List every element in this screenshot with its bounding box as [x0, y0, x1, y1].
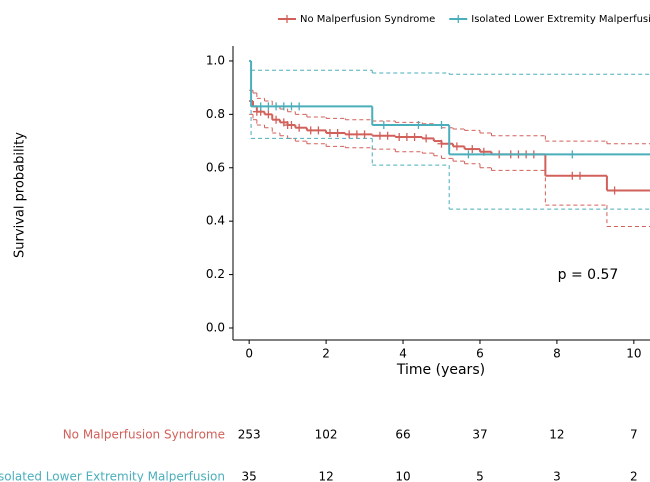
x-tick-label: 4: [399, 347, 407, 361]
censor-mark: [314, 126, 323, 135]
risk-count: 12: [549, 428, 564, 442]
y-tick-label: 0.8: [206, 107, 225, 121]
censor-mark: [333, 129, 342, 138]
censor-mark: [287, 102, 296, 111]
x-tick-label: 10: [626, 347, 641, 361]
censor-mark: [402, 133, 411, 142]
censor-mark: [272, 115, 281, 124]
legend-label: No Malperfusion Syndrome: [300, 14, 435, 25]
censor-mark: [360, 130, 369, 139]
censor-mark: [568, 171, 577, 180]
risk-count: 35: [242, 470, 257, 482]
x-tick-label: 6: [476, 347, 484, 361]
censor-mark: [264, 110, 273, 119]
risk-count: 3: [553, 470, 561, 482]
p-value: p = 0.57: [558, 267, 619, 283]
x-tick-label: 8: [553, 347, 561, 361]
risk-count: 2: [630, 470, 638, 482]
legend-label: Isolated Lower Extremity Malperfusion: [471, 14, 650, 25]
x-tick-label: 0: [245, 347, 253, 361]
censor-mark: [468, 145, 477, 154]
censor-mark: [422, 134, 431, 143]
censor-mark: [325, 129, 334, 138]
censor-mark: [568, 150, 577, 159]
censor-mark: [345, 130, 354, 139]
risk-row-label: No Malperfusion Syndrome: [63, 428, 225, 442]
censor-mark: [383, 131, 392, 140]
censor-mark: [437, 139, 446, 148]
censor-mark: [575, 171, 584, 180]
risk-count: 12: [318, 470, 333, 482]
y-tick-label: 0.6: [206, 160, 225, 174]
risk-count: 10: [395, 470, 410, 482]
legend-swatch-marker: [283, 15, 291, 23]
y-tick-label: 0.2: [206, 267, 225, 281]
censor-mark: [287, 121, 296, 130]
censor-mark: [256, 102, 265, 111]
risk-count: 66: [395, 428, 410, 442]
censor-mark: [464, 150, 473, 159]
risk-count: 7: [630, 428, 638, 442]
censor-mark: [279, 102, 288, 111]
censor-mark: [295, 123, 304, 132]
risk-row-label: Isolated Lower Extremity Malperfusion: [0, 470, 225, 482]
y-axis-label: Survival probability: [13, 132, 28, 258]
censor-mark: [295, 102, 304, 111]
censor-mark: [306, 126, 315, 135]
risk-count: 5: [476, 470, 484, 482]
risk-count: 102: [315, 428, 338, 442]
y-tick-label: 1.0: [206, 53, 225, 67]
censor-mark: [272, 102, 281, 111]
censor-mark: [410, 133, 419, 142]
y-tick-label: 0.4: [206, 214, 225, 228]
censor-mark: [352, 130, 361, 139]
censor-mark: [379, 121, 388, 130]
y-tick-label: 0.0: [206, 320, 225, 334]
risk-count: 253: [238, 428, 261, 442]
censor-mark: [395, 133, 404, 142]
censor-mark: [264, 102, 273, 111]
x-axis-label: Time (years): [396, 362, 485, 378]
censor-mark: [375, 131, 384, 140]
censor-mark: [414, 121, 423, 130]
risk-count: 37: [472, 428, 487, 442]
censor-mark: [452, 142, 461, 151]
x-tick-label: 2: [322, 347, 330, 361]
censor-mark: [610, 186, 619, 195]
censor-mark: [437, 121, 446, 130]
legend-swatch-marker: [454, 15, 463, 23]
